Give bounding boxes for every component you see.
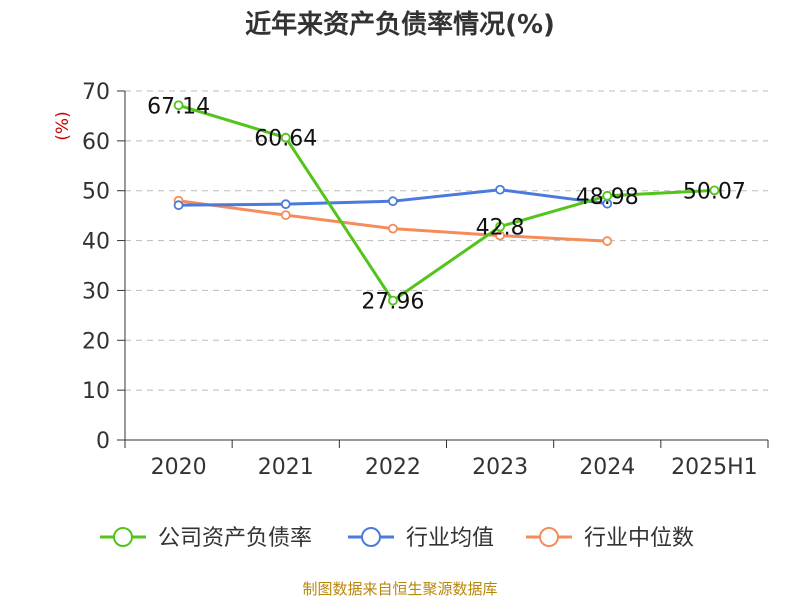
legend-label: 公司资产负债率 [158,526,312,551]
data-point [709,185,720,196]
data-point [388,295,398,306]
x-tick-label: 2020 [151,455,207,480]
y-tick-label: 30 [82,279,110,304]
data-point [602,236,613,246]
x-tick-label: 2024 [579,455,635,480]
x-tick-label: 2021 [258,455,314,480]
data-point [388,223,398,234]
legend-label: 行业均值 [406,526,494,551]
legend-label: 行业中位数 [584,526,694,551]
legend-marker [361,527,381,547]
legend-item[interactable]: 行业均值 [348,526,494,551]
data-point [280,132,291,143]
y-tick-label: 60 [82,130,110,155]
y-tick-label: 50 [82,180,110,205]
legend-marker [539,527,559,547]
data-point [280,199,291,210]
data-label: 27.96 [361,290,424,315]
y-tick-label: 70 [82,80,110,105]
y-tick-label: 10 [82,379,110,404]
data-point [495,221,505,232]
x-tick-label: 2025H1 [671,455,758,480]
axes: 0 10 20 30 40 50 60 70 2020 2021 2022 2023 2024 2025H… [82,80,769,480]
legend-item[interactable]: 行业中位数 [526,526,694,551]
y-tick-label: 40 [82,230,110,255]
y-tick-label: 0 [96,429,110,454]
data-point [280,210,291,221]
chart-title: 近年来资产负债率情况(%) [245,9,555,40]
data-label: 50.07 [683,179,746,204]
legend-marker [113,527,133,547]
data-label: 42.8 [476,216,525,241]
data-label: 60.64 [254,127,317,152]
data-label: 67.14 [147,94,210,119]
legend-item[interactable]: 公司资产负债率 [100,526,312,551]
grid [125,90,768,391]
y-tick-label: 20 [82,329,110,354]
data-point [495,230,505,241]
source-note: 制图数据来自恒生聚源数据库 [302,580,497,598]
series-line [178,199,608,243]
series [173,100,720,306]
x-tick-label: 2022 [365,455,421,480]
data-point [602,190,613,201]
data-labels: 67.14 60.64 27.96 42.8 48.98 50.07 [147,94,746,314]
y-axis-label: (%) [53,111,73,140]
data-point [388,196,398,207]
series-line [178,103,715,303]
x-tick-label: 2023 [472,455,528,480]
data-point [173,200,184,211]
data-point [495,184,505,195]
data-point [173,100,184,111]
data-label: 48.98 [576,185,639,210]
legend: 公司资产负债率 行业均值 行业中位数 [100,526,694,551]
